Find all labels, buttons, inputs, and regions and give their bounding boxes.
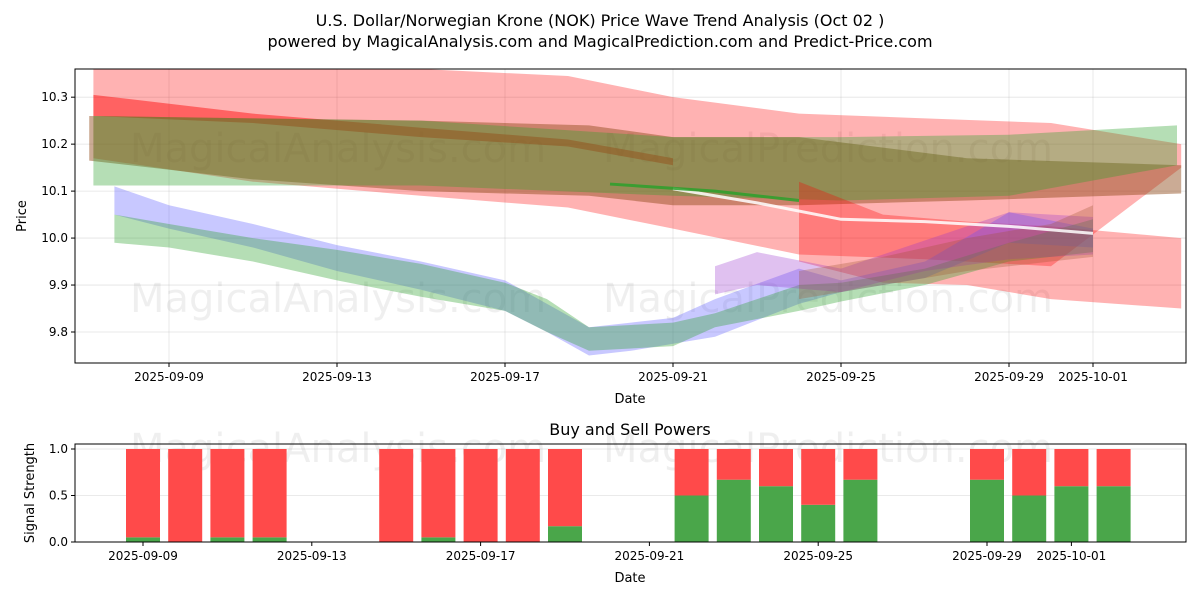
sell-bar — [843, 449, 878, 480]
buy-sell-chart: Buy and Sell Powers MagicalAnalysis.comM… — [23, 420, 1187, 586]
band-red-trend-line — [93, 94, 673, 166]
price-bands — [89, 69, 1182, 356]
main-axes-frame — [74, 68, 1187, 364]
sell-bar — [801, 449, 836, 505]
main-x-tick-label: 2025-09-21 — [638, 370, 708, 384]
buy-bar — [126, 537, 160, 542]
buy-bar — [1012, 495, 1047, 542]
band-upper-red-wide — [93, 69, 1182, 267]
sell-bar — [126, 449, 160, 538]
buy-bar — [252, 537, 287, 542]
sub-x-tick-label: 2025-09-09 — [108, 549, 178, 563]
band-green-band-top — [93, 115, 1177, 201]
watermark-text: MagicalAnalysis.com — [130, 126, 546, 172]
sub-x-label: Date — [614, 571, 645, 586]
sub-x-tick-label: 2025-09-21 — [615, 549, 685, 563]
sell-bar — [168, 449, 203, 542]
price-chart: MagicalAnalysis.com MagicalPrediction.com… — [15, 68, 1187, 407]
buy-bar — [210, 537, 245, 542]
chart-subtitle: powered by MagicalAnalysis.com and Magic… — [267, 32, 932, 51]
buy-bar — [843, 479, 878, 542]
line-white-trend-line — [672, 187, 1094, 235]
sell-bar — [970, 449, 1004, 480]
band-orange-brown-band — [799, 205, 1093, 300]
band-brown-band — [89, 115, 1182, 206]
sell-bar — [252, 449, 287, 538]
buy-bar — [801, 504, 836, 542]
watermark-text: MagicalPrediction.com — [603, 126, 1053, 172]
sell-bar — [505, 449, 540, 542]
line-green-trend-line — [609, 182, 800, 202]
main-x-tick-label: 2025-09-17 — [470, 370, 540, 384]
sell-bar — [1012, 449, 1047, 496]
main-x-tick-label: 2025-09-09 — [134, 370, 204, 384]
main-x-ticks: 2025-09-09 2025-09-13 2025-09-17 2025-09-21… — [134, 363, 1128, 384]
sub-y-label: Signal Strength — [23, 443, 38, 543]
chart-title: U.S. Dollar/Norwegian Krone (NOK) Price … — [316, 11, 885, 30]
sub-x-tick-label: 2025-09-17 — [446, 549, 516, 563]
buy-sell-title: Buy and Sell Powers — [549, 420, 711, 439]
main-y-ticks: 9.8 9.9 10.0 10.1 10.2 10.3 — [41, 90, 75, 339]
sub-axes-frame — [74, 443, 1187, 543]
watermark-text: MagicalAnalysis.com — [130, 276, 546, 322]
sub-y-tick-label: 0.5 — [49, 489, 68, 503]
main-y-tick-label: 9.8 — [49, 325, 68, 339]
sell-bar — [1096, 449, 1131, 487]
main-grid — [75, 69, 1186, 363]
main-y-tick-label: 10.0 — [41, 231, 68, 245]
band-lower-red-wide — [799, 181, 1182, 309]
main-x-tick-label: 2025-09-25 — [806, 370, 876, 384]
sell-bar — [421, 449, 456, 538]
sub-x-tick-label: 2025-09-25 — [783, 549, 853, 563]
sub-y-tick-label: 0.0 — [49, 535, 68, 549]
sell-bar — [674, 449, 709, 496]
band-purple-band — [715, 212, 1093, 295]
sub-x-tick-label: 2025-09-13 — [277, 549, 347, 563]
buy-bar — [716, 479, 751, 542]
buy-bar — [970, 479, 1004, 542]
sell-bar — [759, 449, 793, 487]
buy-bar — [1096, 486, 1131, 542]
sub-y-ticks: 0.0 0.5 1.0 — [49, 442, 75, 549]
buy-bar — [759, 486, 793, 542]
watermark-text: MagicalPrediction.com — [603, 276, 1053, 322]
sub-x-ticks: 2025-09-09 2025-09-13 2025-09-17 2025-09-21… — [108, 542, 1106, 563]
main-y-tick-label: 10.3 — [41, 90, 68, 104]
sub-y-tick-label: 1.0 — [49, 442, 68, 456]
sell-bar — [548, 449, 582, 527]
buy-bar — [548, 526, 582, 542]
band-green-band-low — [114, 214, 1093, 351]
main-y-tick-label: 9.9 — [49, 278, 68, 292]
main-watermarks: MagicalAnalysis.com MagicalPrediction.com… — [130, 126, 1053, 322]
main-y-tick-label: 10.1 — [41, 184, 68, 198]
sub-x-tick-label: 2025-10-01 — [1037, 549, 1107, 563]
main-x-tick-label: 2025-09-29 — [974, 370, 1044, 384]
buy-sell-bars — [126, 449, 1131, 542]
price-lines — [609, 182, 1094, 235]
sub-x-tick-label: 2025-09-29 — [952, 549, 1022, 563]
sell-bar — [210, 449, 245, 538]
buy-bar — [674, 495, 709, 542]
main-x-label: Date — [614, 392, 645, 407]
main-y-tick-label: 10.2 — [41, 137, 68, 151]
buy-bar — [1054, 486, 1089, 542]
sell-bar — [463, 449, 498, 542]
main-x-tick-label: 2025-10-01 — [1058, 370, 1128, 384]
main-y-label: Price — [15, 200, 30, 232]
main-x-tick-label: 2025-09-13 — [302, 370, 372, 384]
sell-bar — [1054, 449, 1089, 487]
band-blue-band — [114, 186, 1093, 356]
sell-bar — [379, 449, 414, 542]
buy-bar — [421, 537, 456, 542]
sell-bar — [716, 449, 751, 480]
